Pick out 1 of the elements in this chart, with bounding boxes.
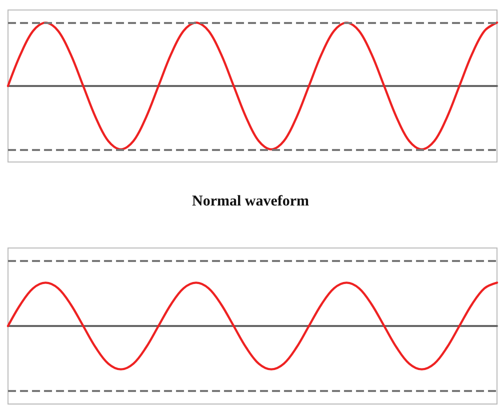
x-axis-title: Normal waveform — [192, 194, 310, 210]
